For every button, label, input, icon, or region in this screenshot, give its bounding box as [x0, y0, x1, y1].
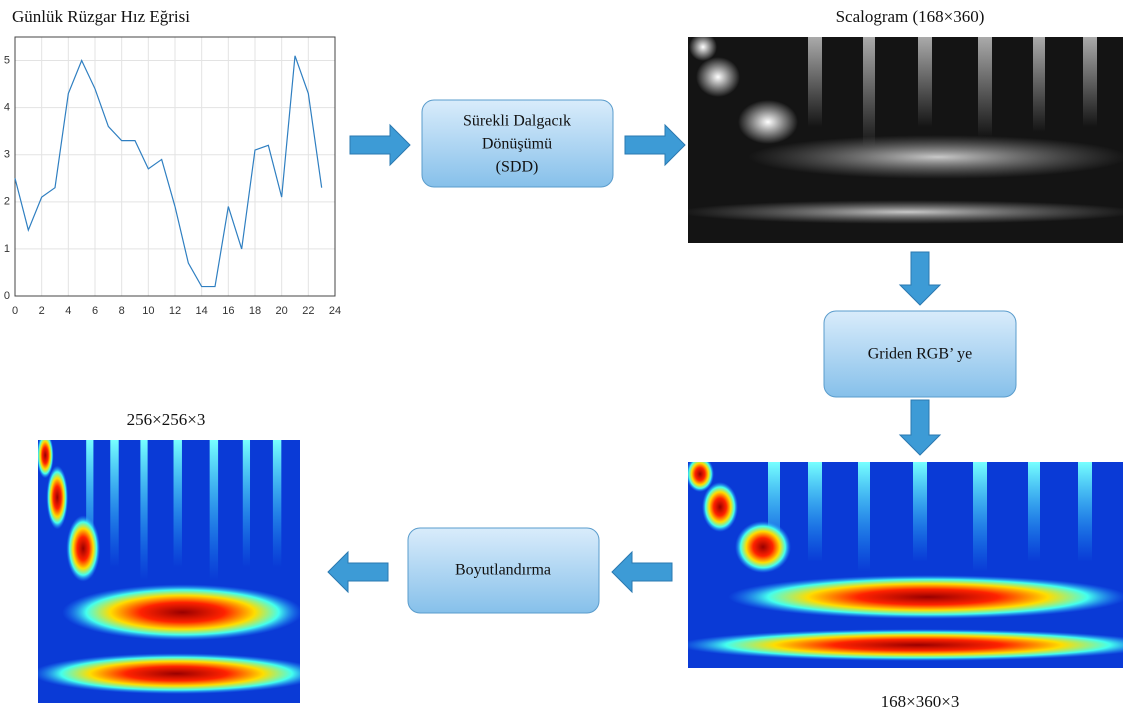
arrow	[612, 552, 672, 592]
x-tick-label: 12	[169, 305, 181, 317]
node-label: Dönüşümü	[482, 136, 552, 153]
y-tick-label: 2	[4, 196, 10, 208]
x-tick-label: 22	[302, 305, 314, 317]
image-caption: 256×256×3	[127, 410, 206, 429]
resized-image	[32, 432, 321, 703]
page: Günlük Rüzgar Hız Eğrisi 012345024681012…	[0, 0, 1123, 716]
x-tick-label: 20	[276, 305, 288, 317]
node-label: Griden RGB’ ye	[868, 346, 973, 363]
x-tick-label: 8	[119, 305, 125, 317]
rgb-image	[678, 456, 1123, 668]
x-tick-label: 10	[142, 305, 154, 317]
node: Sürekli Dalgacık Dönüşümü (SDD)	[422, 100, 613, 187]
y-tick-label: 1	[4, 243, 10, 255]
node-label: (SDD)	[496, 159, 539, 176]
y-tick-label: 0	[4, 290, 10, 302]
node: Boyutlandırma	[408, 528, 599, 613]
x-tick-label: 24	[329, 305, 341, 317]
arrow	[900, 252, 940, 305]
arrow	[328, 552, 388, 592]
scalogram-image	[678, 33, 1123, 243]
data-line	[15, 56, 322, 287]
x-tick-label: 0	[12, 305, 18, 317]
y-tick-label: 3	[4, 149, 10, 161]
node: Griden RGB’ ye	[824, 311, 1016, 397]
diagram: Günlük Rüzgar Hız Eğrisi 012345024681012…	[0, 0, 1123, 716]
node-label: Sürekli Dalgacık	[463, 113, 571, 130]
x-tick-label: 18	[249, 305, 261, 317]
arrow	[350, 125, 410, 165]
y-tick-label: 4	[4, 102, 10, 114]
image-caption: Scalogram (168×360)	[836, 7, 985, 26]
arrow	[900, 400, 940, 455]
x-tick-label: 6	[92, 305, 98, 317]
x-tick-label: 2	[39, 305, 45, 317]
chart-title: Günlük Rüzgar Hız Eğrisi	[12, 7, 190, 26]
x-tick-label: 4	[65, 305, 71, 317]
x-tick-label: 14	[196, 305, 208, 317]
arrow	[625, 125, 685, 165]
node-label: Boyutlandırma	[455, 562, 551, 579]
y-tick-label: 5	[4, 54, 10, 66]
x-tick-label: 16	[222, 305, 234, 317]
image-caption: 168×360×3	[881, 692, 960, 711]
